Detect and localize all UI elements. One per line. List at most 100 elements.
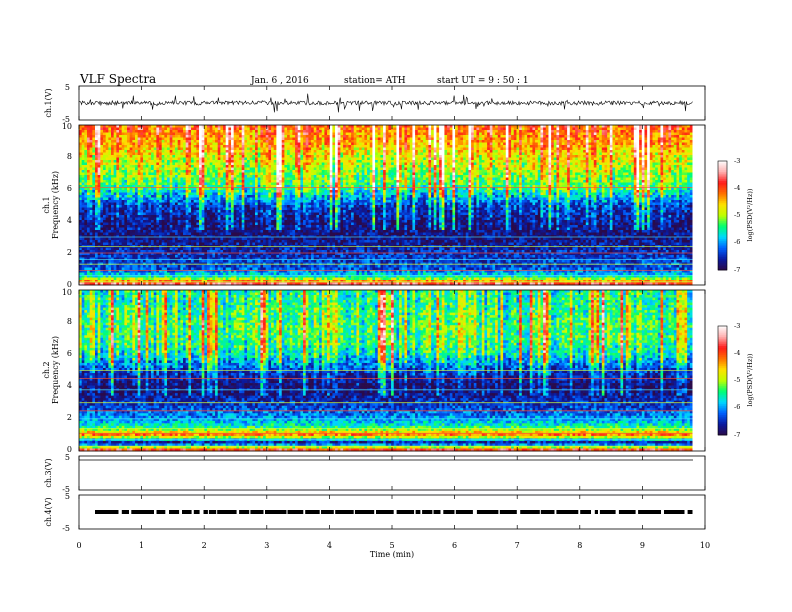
spectrogram-cell (322, 135, 325, 138)
spectrogram-cell (263, 128, 266, 131)
spectrogram-cell (468, 133, 471, 136)
spectrogram-cell (162, 130, 165, 133)
spectrogram-cell (322, 128, 325, 131)
spectrogram-cell (167, 140, 170, 143)
spectrogram-cell (431, 135, 434, 138)
spectrogram-cell (511, 130, 514, 133)
spectrogram-cell (458, 130, 461, 133)
spectrogram-cell (500, 130, 503, 133)
spectrogram-cell (594, 125, 597, 128)
spectrogram-cell (95, 128, 98, 131)
spectrogram-cell (378, 130, 381, 133)
spectrogram-cell (460, 135, 463, 138)
spectrogram-cell (92, 133, 95, 136)
spectrogram-cell (666, 130, 669, 133)
spectrogram-cell (594, 130, 597, 133)
spectrogram-cell (431, 128, 434, 131)
spectrogram-cell (122, 140, 125, 143)
spectrogram-cell (602, 138, 605, 141)
spectrogram-cell (231, 133, 234, 136)
spectrogram-cell (556, 133, 559, 136)
spectrogram-cell (447, 133, 450, 136)
spectrogram-cell (452, 128, 455, 131)
spectrogram-cell (343, 125, 346, 128)
spectrogram-cell (220, 125, 223, 128)
spectrogram-cell (583, 130, 586, 133)
spectrogram-cell (202, 133, 205, 136)
spectrogram-cell (436, 130, 439, 133)
spectrogram-cell (372, 128, 375, 131)
spectrogram-cell (186, 135, 189, 138)
spectrogram-cell (690, 125, 693, 128)
spectrogram-cell (519, 138, 522, 141)
spectrogram-cell (383, 130, 386, 133)
spectrogram-cell (652, 125, 655, 128)
spectrogram-cell (100, 138, 103, 141)
spectrogram-cell (575, 128, 578, 131)
spectrogram-cell (503, 128, 506, 131)
ch1-ytick-top: 5 (65, 83, 70, 92)
spectrogram-cell (556, 135, 559, 138)
spectrogram-cell (178, 130, 181, 133)
spectrogram-cell (95, 138, 98, 141)
spectrogram-cell (554, 128, 557, 131)
spectrogram-cell (311, 133, 314, 136)
spectrogram-cell (524, 128, 527, 131)
spectrogram-cell (314, 140, 317, 143)
spectrogram-cell (175, 135, 178, 138)
spectrogram-cell (258, 140, 261, 143)
spectrogram-cell (650, 125, 653, 128)
spectrogram-cell (199, 125, 202, 128)
spectrogram-cell (354, 135, 357, 138)
spectrogram-cell (92, 140, 95, 143)
spectrogram-cell (287, 130, 290, 133)
spectrogram-cell (394, 133, 397, 136)
spectrogram-cell (372, 140, 375, 143)
spectrogram-cell (631, 133, 634, 136)
spectrogram-cell (194, 138, 197, 141)
spectrogram-cell (604, 128, 607, 131)
spectrogram-cell (434, 133, 437, 136)
spectrogram-cell (156, 135, 159, 138)
spectrogram-cell (471, 128, 474, 131)
spectrogram-cell (335, 135, 338, 138)
spectrogram-cell (298, 128, 301, 131)
spectrogram-cell (402, 135, 405, 138)
spectrogram-cell (335, 140, 338, 143)
spectrogram-cell (154, 130, 157, 133)
spectrogram-cell (386, 130, 389, 133)
spectrogram-cell (399, 125, 402, 128)
spectrogram-cell (268, 125, 271, 128)
spectrogram-cell (87, 128, 90, 131)
spectrogram-cell (84, 135, 87, 138)
spectrogram-cell (143, 140, 146, 143)
spectrogram-cell (242, 125, 245, 128)
spectrogram-cell (524, 133, 527, 136)
spectrogram-cell (207, 130, 210, 133)
spectrogram-cell (391, 133, 394, 136)
spectrogram-cell (586, 133, 589, 136)
spectrogram-cell (314, 138, 317, 141)
spectrogram-cell (570, 135, 573, 138)
spectrogram-cell (314, 128, 317, 131)
spectrogram-cell (306, 135, 309, 138)
spectrogram-cell (210, 140, 213, 143)
spectrogram-cell (530, 130, 533, 133)
spectrogram-cell (375, 125, 378, 128)
spectrogram-cell (212, 135, 215, 138)
spectrogram-cell (455, 135, 458, 138)
spectrogram-cell (348, 133, 351, 136)
spectrogram-cell (690, 128, 693, 131)
spectrogram-cell (308, 128, 311, 131)
spectrogram-cell (87, 140, 90, 143)
spectrogram-cell (362, 125, 365, 128)
spectrogram-cell (162, 128, 165, 131)
spectrogram-cell (239, 135, 242, 138)
spectrogram-cell (295, 135, 298, 138)
spectrogram-cell (228, 130, 231, 133)
spectrogram-cell (452, 138, 455, 141)
spectrogram-cell (484, 125, 487, 128)
spectrogram-cell (183, 135, 186, 138)
spectrogram-cell (308, 138, 311, 141)
spectrogram-cell (130, 138, 133, 141)
